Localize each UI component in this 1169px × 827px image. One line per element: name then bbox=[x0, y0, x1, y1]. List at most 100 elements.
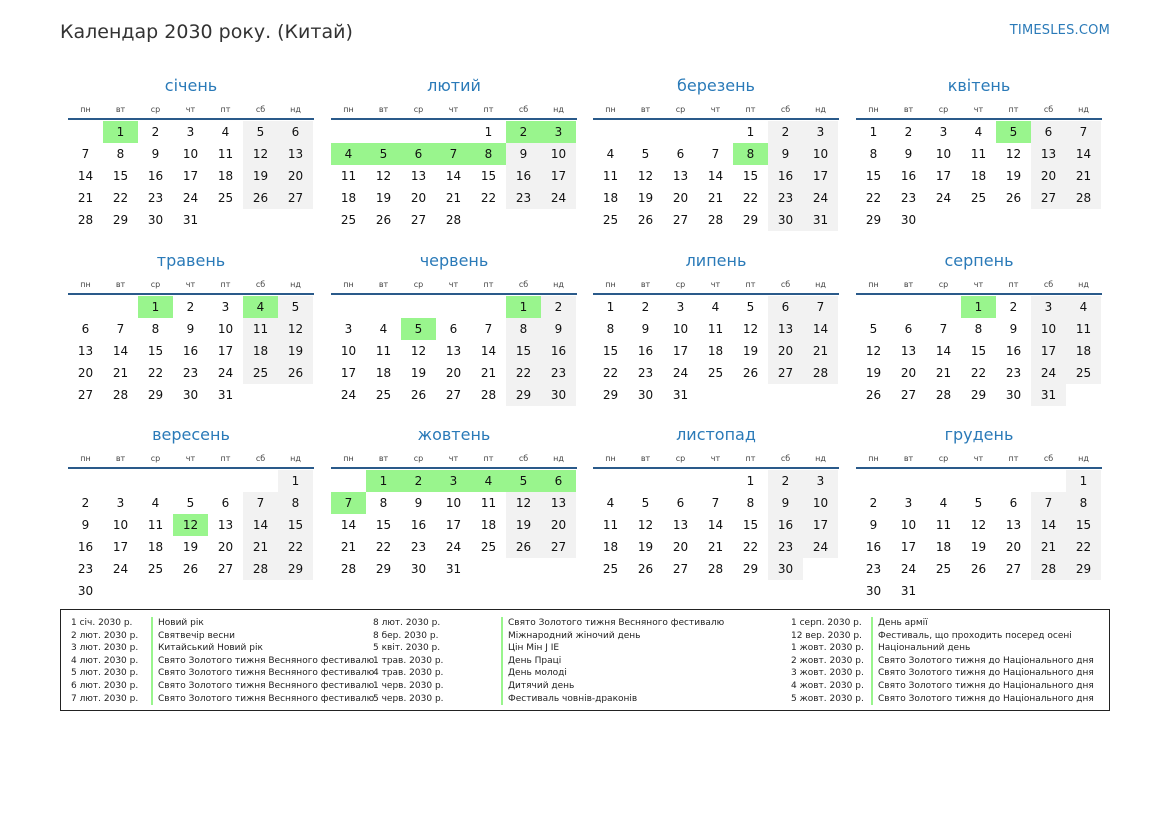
day-cell: 14 bbox=[77, 169, 94, 183]
legend-row: 1 січ. 2030 р. Новий рік bbox=[71, 617, 374, 630]
day-cell: 7 bbox=[711, 147, 720, 161]
day-cell: 11 bbox=[243, 318, 278, 340]
legend-holiday-name: Свято Золотого тижня до Національного дн… bbox=[871, 679, 1094, 693]
day-cell: 1 bbox=[1066, 470, 1101, 492]
day-cell: 6 bbox=[676, 496, 685, 510]
day-cell: 2 bbox=[768, 470, 803, 492]
day-cell: 26 bbox=[243, 187, 278, 209]
day-cell: 13 bbox=[900, 344, 917, 358]
weekday-header: пн вт ср чт пт сб нд bbox=[856, 100, 1102, 120]
legend-holiday-name: День армії bbox=[871, 617, 928, 630]
day-cell: 14 bbox=[112, 344, 129, 358]
day-cell: 15 bbox=[742, 518, 759, 532]
weekday-label: сб bbox=[255, 453, 266, 463]
day-cell: 19 bbox=[182, 540, 199, 554]
weekday-label: вт bbox=[903, 104, 914, 114]
day-cell: 29 bbox=[112, 213, 129, 227]
month-block: березень пн вт ср чт пт сб нд 1 2 3 4 5 6 7 8 9 10 11 12 13 1… bbox=[593, 72, 839, 231]
day-cell: 25 bbox=[217, 191, 234, 205]
day-cell: 8 bbox=[151, 322, 160, 336]
legend-date: 6 лют. 2030 р. bbox=[71, 680, 139, 691]
weekday-label: нд bbox=[815, 104, 826, 114]
weekday-label: пт bbox=[220, 453, 231, 463]
day-cell: 12 bbox=[970, 518, 987, 532]
day-cell: 17 bbox=[1031, 340, 1066, 362]
day-cell: 18 bbox=[970, 169, 987, 183]
day-cell: 12 bbox=[1005, 147, 1022, 161]
day-cell: 10 bbox=[803, 492, 838, 514]
legend-holiday-name: Свято Золотого тижня до Національного дн… bbox=[871, 654, 1094, 668]
days-grid: 1 2 3 4 5 6 7 8 9 10 11 12 13 14 15 16 17 18 19 20 21 22 23 24 2… bbox=[593, 470, 839, 580]
site-link[interactable]: TIMESLES.COM bbox=[1009, 23, 1110, 38]
empty-cell bbox=[138, 470, 173, 492]
empty-cell bbox=[401, 121, 436, 143]
month-block: червень пн вт ср чт пт сб нд 1 2 3 4 5 6 7 8 9 10 11 12 13 14… bbox=[331, 247, 577, 406]
weekday-label: вт bbox=[378, 453, 389, 463]
holiday-day-cell: 7 bbox=[436, 143, 471, 165]
day-cell: 14 bbox=[480, 344, 497, 358]
day-cell: 28 bbox=[480, 388, 497, 402]
day-cell: 24 bbox=[803, 187, 838, 209]
day-cell: 5 bbox=[869, 322, 878, 336]
weekday-label: нд bbox=[290, 104, 301, 114]
day-cell: 30 bbox=[900, 213, 917, 227]
day-cell: 23 bbox=[1005, 366, 1022, 380]
day-cell: 29 bbox=[865, 213, 882, 227]
day-cell: 8 bbox=[379, 496, 388, 510]
legend-row: 8 лют. 2030 р. Свято Золотого тижня Весня… bbox=[373, 617, 724, 630]
empty-cell bbox=[961, 470, 996, 492]
day-cell: 2 bbox=[81, 496, 90, 510]
empty-cell bbox=[891, 296, 926, 318]
day-cell: 15 bbox=[1066, 514, 1101, 536]
day-cell: 17 bbox=[672, 344, 689, 358]
day-cell: 21 bbox=[77, 191, 94, 205]
day-cell: 24 bbox=[541, 187, 576, 209]
day-cell: 26 bbox=[410, 388, 427, 402]
legend-row: 5 квіт. 2030 р. Цін Мін Ј ІЕ bbox=[373, 642, 724, 655]
day-cell: 9 bbox=[768, 492, 803, 514]
day-cell: 10 bbox=[112, 518, 129, 532]
day-cell: 5 bbox=[278, 296, 313, 318]
day-cell: 24 bbox=[182, 191, 199, 205]
weekday-label: пн bbox=[605, 104, 616, 114]
day-cell: 6 bbox=[449, 322, 458, 336]
weekday-label: нд bbox=[553, 279, 564, 289]
day-cell: 16 bbox=[768, 514, 803, 536]
legend-holiday-name: Свято Золотого тижня до Національного дн… bbox=[871, 667, 1094, 680]
day-cell: 14 bbox=[935, 344, 952, 358]
day-cell: 22 bbox=[742, 191, 759, 205]
day-cell: 3 bbox=[1031, 296, 1066, 318]
weekday-label: вт bbox=[640, 279, 651, 289]
day-cell: 17 bbox=[445, 518, 462, 532]
weekday-header: пн вт ср чт пт сб нд bbox=[856, 449, 1102, 469]
weekday-label: сб bbox=[1043, 279, 1054, 289]
day-cell: 1 bbox=[484, 125, 493, 139]
legend-holiday-name: Свято Золотого тижня Весняного фестивалю bbox=[151, 692, 374, 706]
days-grid: 1 2 3 4 5 6 7 8 9 10 11 12 13 14 15 16 17 18 19 20 21 22 23 24 2… bbox=[593, 296, 839, 406]
day-cell: 1 bbox=[746, 125, 755, 139]
day-cell: 17 bbox=[803, 514, 838, 536]
day-cell: 20 bbox=[1005, 540, 1022, 554]
day-cell: 25 bbox=[147, 562, 164, 576]
day-cell: 16 bbox=[77, 540, 94, 554]
weekday-label: пт bbox=[745, 453, 756, 463]
day-cell: 3 bbox=[676, 300, 685, 314]
legend-holiday-name: Цін Мін Ј ІЕ bbox=[501, 642, 559, 655]
empty-cell bbox=[628, 121, 663, 143]
day-cell: 2 bbox=[641, 300, 650, 314]
legend-row: 1 жовт. 2030 р. Національний день bbox=[791, 642, 1094, 655]
legend-holiday-name: День Праці bbox=[501, 654, 561, 668]
day-cell: 29 bbox=[970, 388, 987, 402]
holiday-day-cell: 6 bbox=[541, 470, 576, 492]
day-cell: 14 bbox=[340, 518, 357, 532]
day-cell: 18 bbox=[243, 340, 278, 362]
day-cell: 23 bbox=[182, 366, 199, 380]
day-cell: 9 bbox=[869, 518, 878, 532]
day-cell: 19 bbox=[375, 191, 392, 205]
day-cell: 22 bbox=[375, 540, 392, 554]
day-cell: 2 bbox=[768, 121, 803, 143]
weekday-label: вт bbox=[903, 279, 914, 289]
legend-holiday-name: День молоді bbox=[501, 667, 567, 680]
day-cell: 13 bbox=[672, 169, 689, 183]
legend-holiday-name: Свято Золотого тижня Весняного фестивалю bbox=[151, 679, 374, 693]
